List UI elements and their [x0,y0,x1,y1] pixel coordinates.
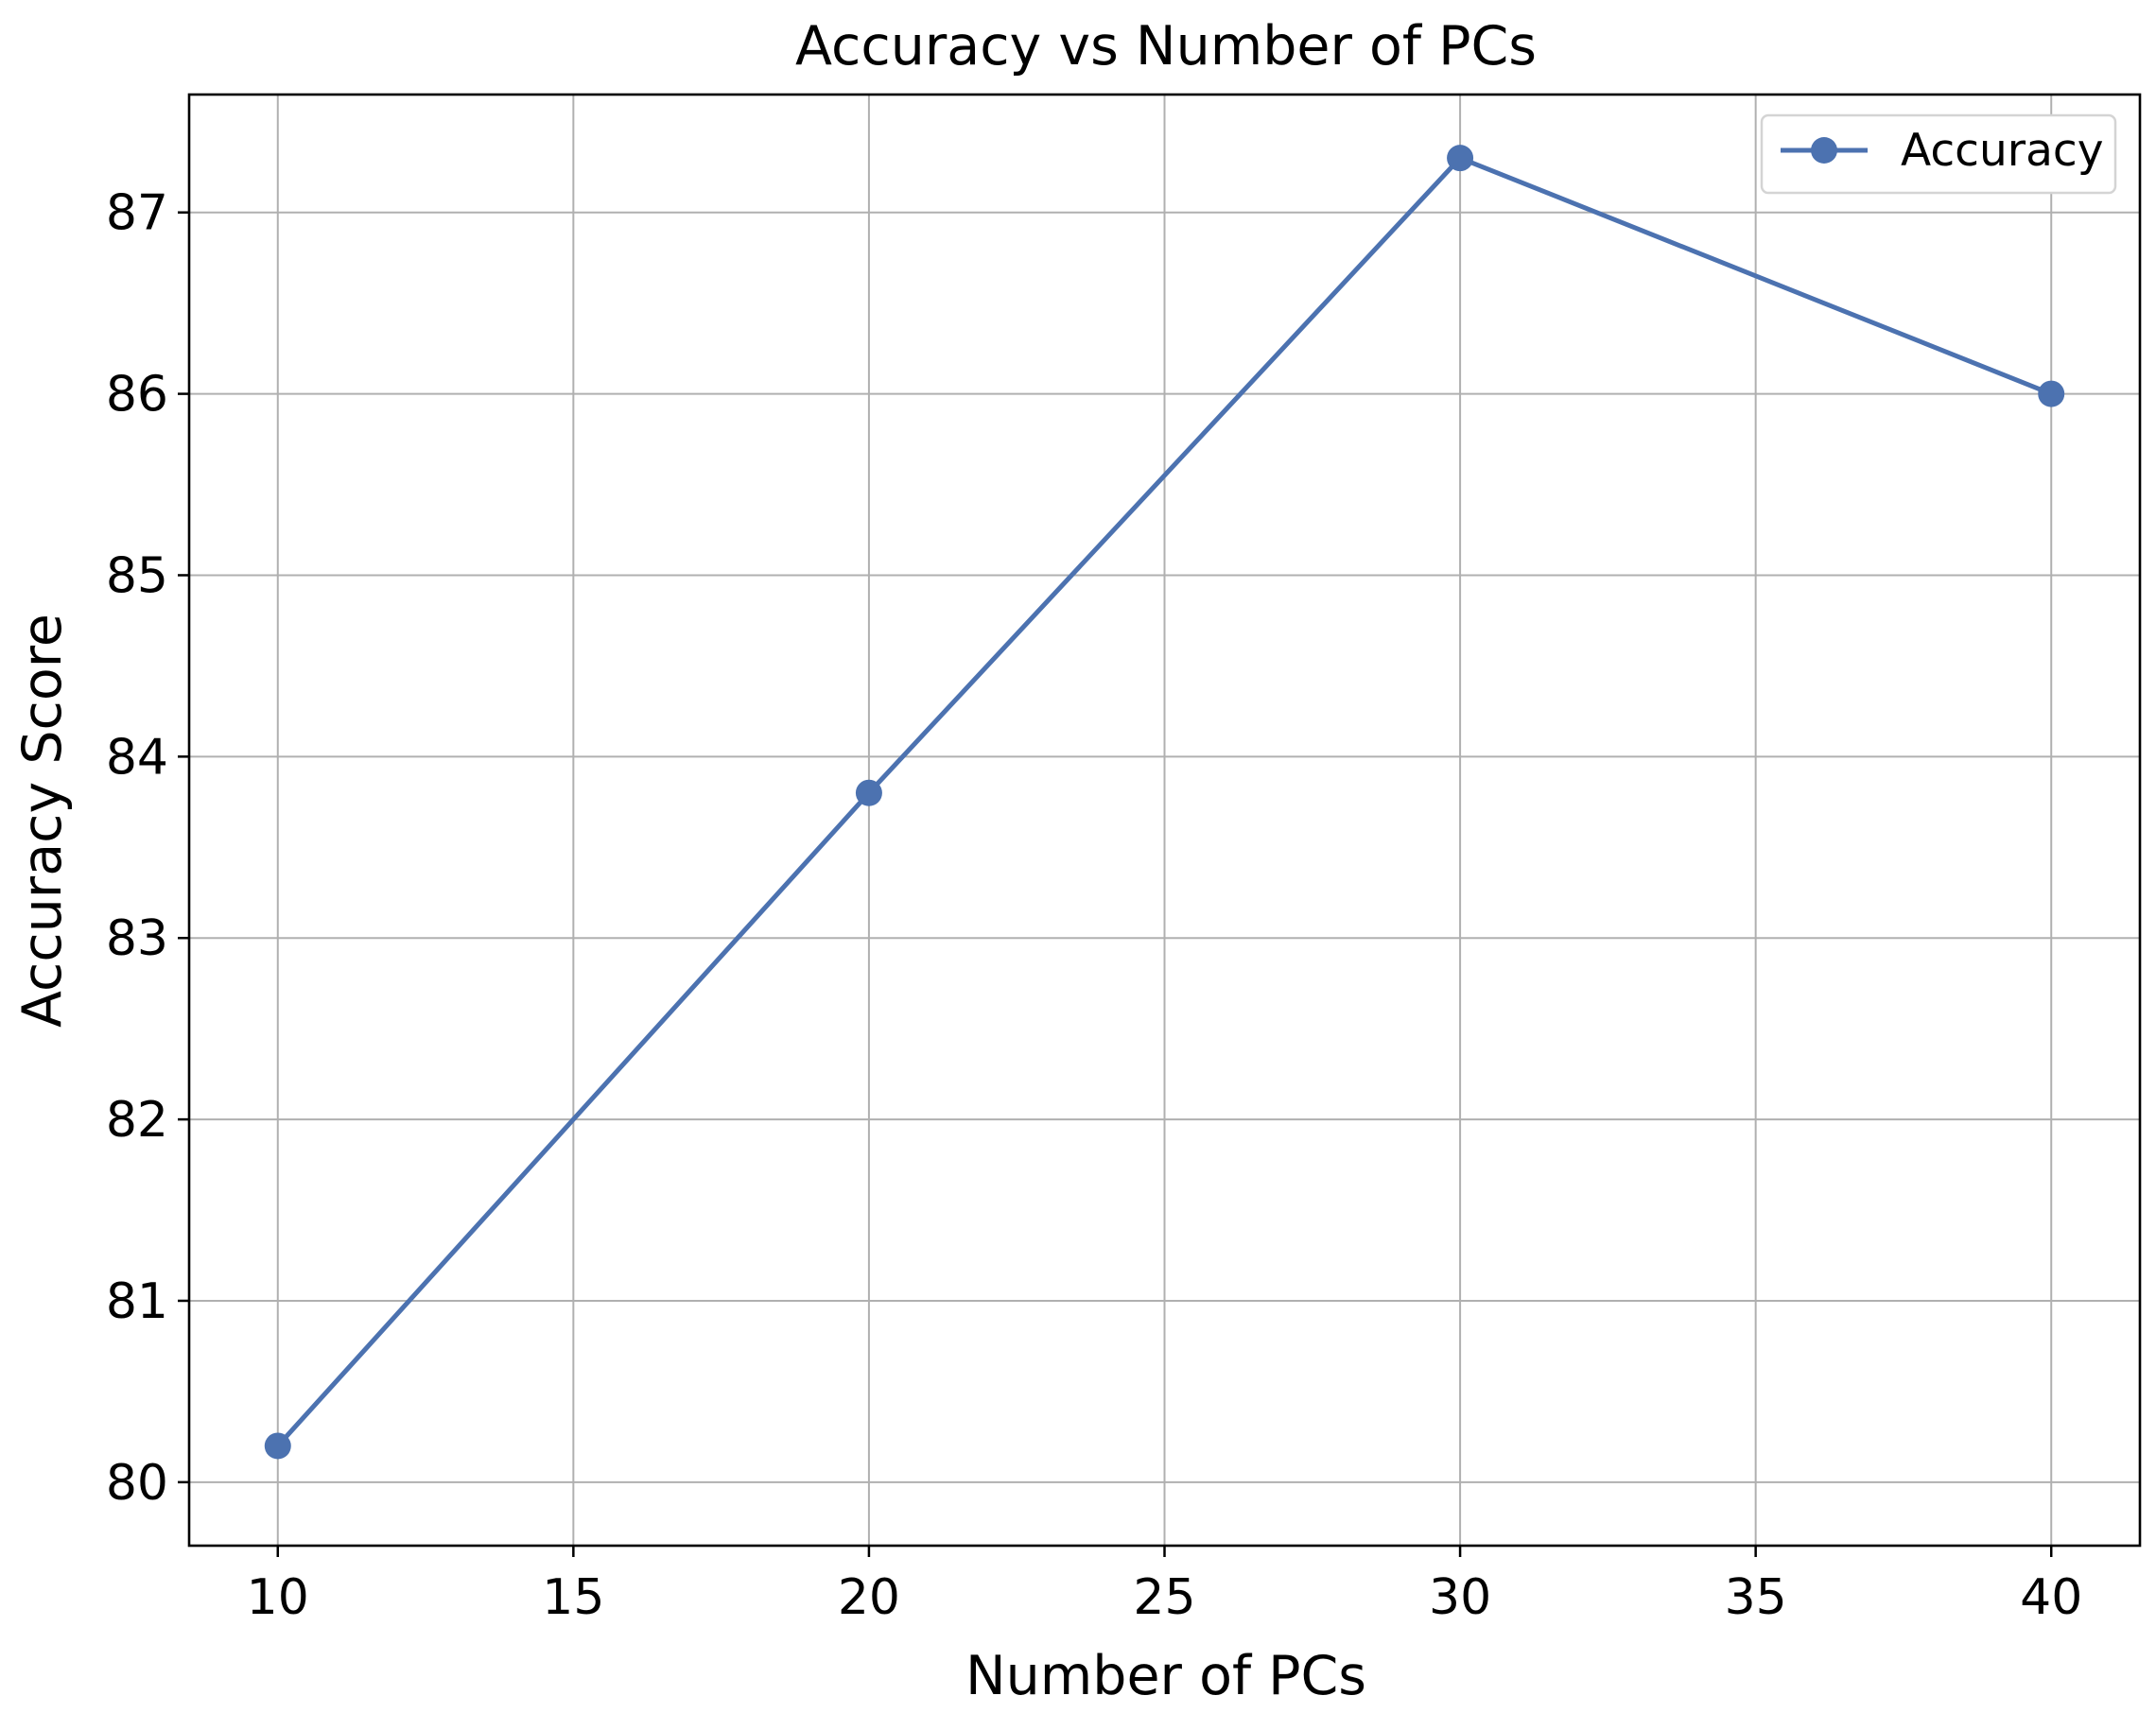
y-tick-label: 86 [106,367,168,424]
y-tick-label: 82 [106,1092,168,1149]
y-tick-label: 84 [106,729,168,786]
x-tick-label: 35 [1725,1569,1787,1626]
x-tick-label: 15 [542,1569,604,1626]
x-tick-label: 40 [2020,1569,2082,1626]
x-axis-label: Number of PCs [965,1645,1366,1707]
y-tick-label: 83 [106,910,168,967]
series-layer [264,145,2065,1460]
legend-marker-swatch [1811,137,1837,164]
y-axis-ticks: 80 81 82 83 84 85 86 87 [106,185,189,1512]
data-point [855,779,882,806]
data-point [2038,380,2065,407]
data-point [264,1432,291,1460]
legend: Accuracy [1760,113,2117,195]
y-tick-label: 87 [106,185,168,242]
series-line [275,155,2053,1448]
x-tick-label: 25 [1133,1569,1195,1626]
y-tick-label: 85 [106,547,168,604]
y-axis-label: Accuracy Score [11,614,74,1028]
x-tick-label: 30 [1429,1569,1491,1626]
legend-label: Accuracy [1901,125,2104,177]
grid-lines [189,95,2140,1546]
chart-title: Accuracy vs Number of PCs [795,15,1537,78]
y-tick-label: 80 [106,1455,168,1512]
data-point [1447,145,1474,172]
x-axis-ticks: 10 15 20 25 30 35 40 [247,1546,2082,1626]
x-tick-label: 10 [247,1569,309,1626]
y-tick-label: 81 [106,1273,168,1330]
legend-box [1760,113,2117,195]
x-tick-label: 20 [838,1569,900,1626]
